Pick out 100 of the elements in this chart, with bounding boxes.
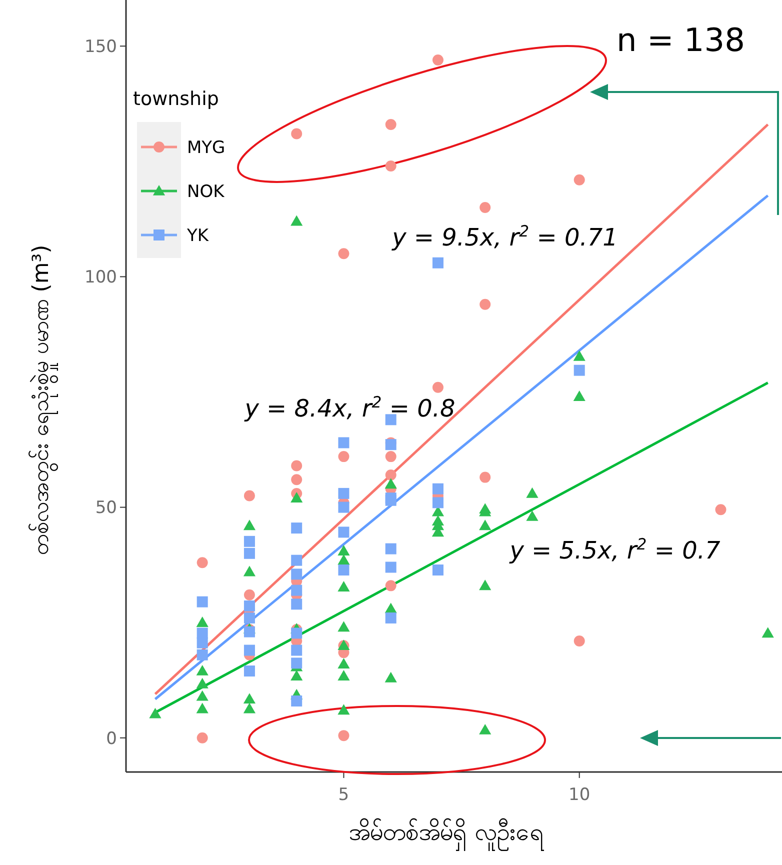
- point: [573, 390, 586, 402]
- point: [385, 414, 396, 426]
- point: [385, 562, 396, 573]
- point: [480, 472, 491, 483]
- point: [196, 678, 208, 688]
- point: [338, 526, 350, 538]
- point: [338, 564, 350, 576]
- point: [243, 566, 256, 576]
- point: [338, 437, 350, 448]
- point: [291, 554, 302, 566]
- point: [385, 119, 396, 130]
- point: [338, 248, 350, 260]
- point: [479, 520, 492, 530]
- point: [432, 483, 444, 494]
- y-tick-label: 100: [84, 268, 117, 288]
- point: [385, 612, 396, 624]
- point: [196, 596, 208, 608]
- point: [291, 628, 302, 639]
- annotation: n = 138: [616, 21, 745, 60]
- point: [385, 470, 396, 481]
- point: [385, 580, 396, 592]
- point: [762, 627, 774, 638]
- point: [574, 364, 585, 376]
- point: [244, 626, 255, 638]
- point: [338, 730, 350, 742]
- point: [338, 488, 350, 499]
- point: [574, 636, 585, 647]
- point: [291, 522, 302, 534]
- point: [291, 695, 302, 706]
- point: [432, 257, 444, 268]
- point: [196, 702, 208, 714]
- legend-title: township: [133, 88, 219, 110]
- point: [432, 497, 444, 508]
- legend-label: YK: [186, 226, 210, 246]
- point: [243, 702, 256, 714]
- point: [480, 202, 491, 214]
- annotation: y = 9.5x, r$^{2}$ = 0.71: [391, 222, 618, 252]
- point: [479, 724, 492, 734]
- point: [432, 382, 444, 393]
- point: [244, 644, 255, 656]
- point: [526, 510, 538, 521]
- point: [385, 451, 396, 462]
- point: [244, 612, 255, 624]
- point: [385, 160, 396, 172]
- annotation: y = 5.5x, r$^{2}$ = 0.7: [508, 535, 721, 564]
- point: [290, 670, 303, 680]
- point: [526, 487, 538, 498]
- point: [291, 644, 302, 656]
- point: [243, 693, 256, 704]
- point: [196, 557, 208, 568]
- point: [196, 664, 208, 676]
- y-tick-label: 150: [84, 37, 117, 58]
- point: [244, 536, 255, 547]
- point: [244, 548, 255, 559]
- point: [290, 492, 303, 502]
- point: [338, 670, 350, 680]
- point: [291, 460, 302, 472]
- point: [715, 504, 726, 516]
- y-tick-label: 0: [106, 728, 117, 749]
- point: [244, 600, 255, 612]
- point: [291, 568, 302, 580]
- point: [149, 708, 162, 718]
- point: [338, 658, 350, 668]
- point: [291, 128, 302, 140]
- point: [291, 474, 302, 486]
- point: [338, 704, 350, 715]
- point: [338, 581, 350, 592]
- point: [291, 658, 302, 669]
- point: [196, 690, 208, 701]
- point: [196, 732, 208, 744]
- point: [196, 637, 208, 648]
- y-axis-title: တစ်လအတွင်း ရေသုံးစွဲမှု ပမာဏ (m³): [28, 244, 59, 556]
- point: [480, 298, 491, 310]
- point: [291, 598, 302, 610]
- legend-label: MYG: [187, 138, 226, 158]
- point: [479, 580, 492, 590]
- point: [290, 215, 303, 226]
- point: [244, 490, 255, 502]
- point: [385, 543, 396, 554]
- legend-label: NOK: [187, 182, 226, 202]
- y-tick-label: 50: [95, 498, 117, 518]
- x-tick-label: 5: [338, 785, 350, 805]
- x-tick-label: 10: [568, 785, 590, 805]
- point: [338, 621, 350, 632]
- point: [338, 545, 350, 556]
- point: [573, 350, 586, 361]
- x-axis-title: အိမ်တစ်အိမ်ရှိ လူဦးရေ: [348, 817, 544, 852]
- point: [291, 584, 302, 596]
- annotation: y = 8.4x, r$^{2}$ = 0.8: [244, 393, 456, 422]
- point: [432, 54, 444, 66]
- point: [196, 616, 208, 627]
- point: [338, 554, 350, 565]
- point: [244, 666, 255, 677]
- point: [432, 564, 444, 576]
- point: [384, 478, 397, 489]
- point: [244, 589, 255, 600]
- point: [338, 502, 350, 513]
- point: [574, 174, 585, 186]
- point: [243, 520, 256, 530]
- point: [384, 672, 397, 682]
